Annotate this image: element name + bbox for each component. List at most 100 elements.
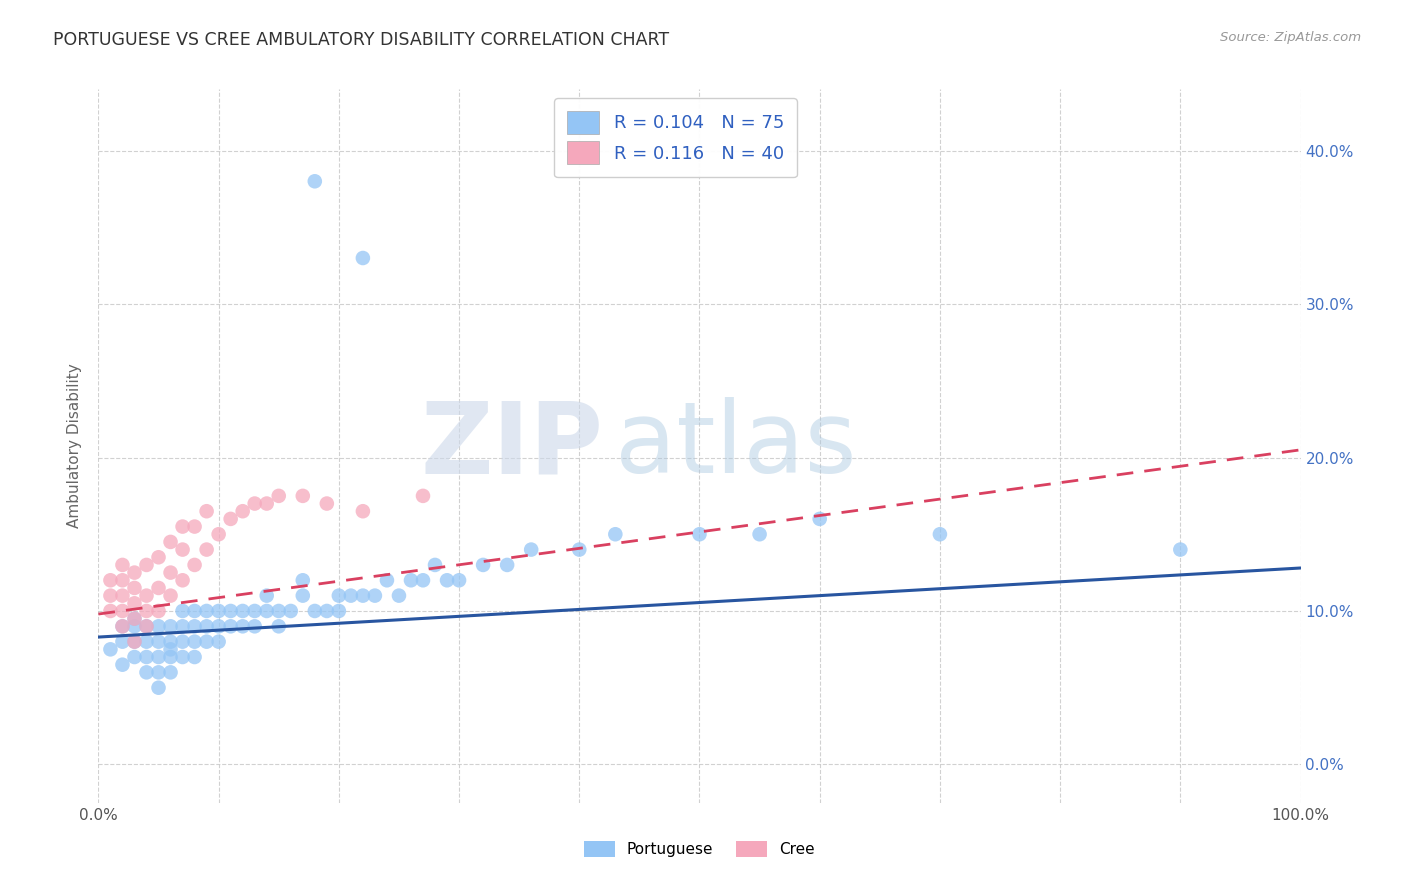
Point [232,604,254,618]
Point [1170,542,1192,557]
Point [159,665,181,680]
Point [232,619,254,633]
Point [124,634,146,648]
Point [256,604,278,618]
Point [124,634,146,648]
Point [111,574,134,588]
Point [148,619,170,633]
Point [291,489,314,503]
Point [267,619,290,633]
Point [100,574,122,588]
Point [605,527,627,541]
Point [124,619,146,633]
Point [135,589,157,603]
Point [135,558,157,572]
Point [315,604,337,618]
Point [243,604,266,618]
Point [256,589,278,603]
Point [135,665,157,680]
Point [111,604,134,618]
Point [689,527,711,541]
Y-axis label: Ambulatory Disability: Ambulatory Disability [67,364,83,528]
Point [243,619,266,633]
Point [100,642,122,657]
Point [148,604,170,618]
Point [423,558,446,572]
Point [100,604,122,618]
Point [328,589,350,603]
Point [256,497,278,511]
Point [472,558,495,572]
Point [135,619,157,633]
Point [148,681,170,695]
Text: ZIP: ZIP [420,398,603,494]
Point [267,489,290,503]
Point [928,527,950,541]
Point [159,642,181,657]
Point [124,612,146,626]
Point [111,619,134,633]
Point [291,574,314,588]
Point [111,657,134,672]
Point [111,634,134,648]
Point [124,650,146,665]
Point [352,251,374,265]
Point [219,604,242,618]
Point [352,589,374,603]
Point [135,604,157,618]
Point [148,634,170,648]
Point [208,604,231,618]
Point [159,589,181,603]
Point [328,604,350,618]
Point [111,589,134,603]
Point [135,619,157,633]
Point [124,596,146,610]
Point [304,174,326,188]
Text: PORTUGUESE VS CREE AMBULATORY DISABILITY CORRELATION CHART: PORTUGUESE VS CREE AMBULATORY DISABILITY… [53,31,669,49]
Point [520,542,543,557]
Point [135,634,157,648]
Point [195,504,218,518]
Point [124,566,146,580]
Point [172,574,194,588]
Point [232,504,254,518]
Point [447,574,470,588]
Point [496,558,519,572]
Point [208,527,231,541]
Point [111,558,134,572]
Point [748,527,770,541]
Point [195,604,218,618]
Point [208,619,231,633]
Point [291,589,314,603]
Point [243,497,266,511]
Point [172,519,194,533]
Point [568,542,591,557]
Point [135,650,157,665]
Point [172,650,194,665]
Point [808,512,831,526]
Point [148,650,170,665]
Point [172,619,194,633]
Point [412,489,434,503]
Point [124,612,146,626]
Point [280,604,302,618]
Point [100,589,122,603]
Point [195,542,218,557]
Point [352,504,374,518]
Point [159,535,181,549]
Point [183,604,205,618]
Point [172,604,194,618]
Point [195,634,218,648]
Point [159,650,181,665]
Point [375,574,398,588]
Point [183,519,205,533]
Point [183,619,205,633]
Point [436,574,458,588]
Point [148,550,170,565]
Point [208,634,231,648]
Point [388,589,411,603]
Point [183,634,205,648]
Legend: Portuguese, Cree: Portuguese, Cree [578,835,821,863]
Point [315,497,337,511]
Point [183,558,205,572]
